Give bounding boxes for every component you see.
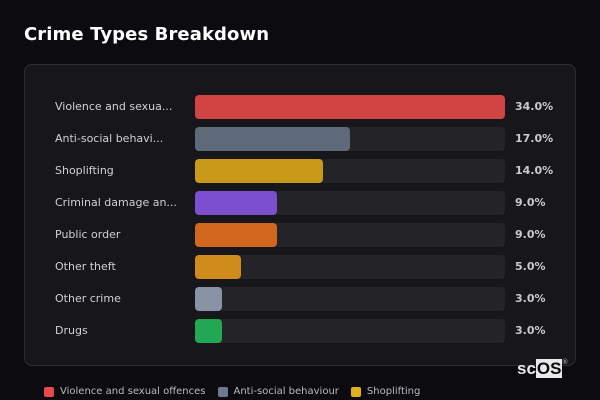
category-label: Drugs <box>55 324 88 337</box>
bar-track <box>195 159 505 183</box>
logo-boxed: OS <box>535 359 563 378</box>
legend-swatch-icon <box>44 386 54 397</box>
value-label: 17.0% <box>515 132 554 145</box>
chart-legend: Violence and sexual offences Anti-social … <box>44 386 420 397</box>
bar-row[interactable]: Criminal damage an... 9.0% <box>25 191 575 223</box>
bar-fill[interactable] <box>195 191 278 215</box>
category-label: Other theft <box>55 260 116 273</box>
legend-swatch-icon <box>350 386 361 397</box>
category-label: Other crime <box>55 292 121 305</box>
category-label: Anti-social behavi... <box>55 132 164 145</box>
category-label: Public order <box>55 228 121 241</box>
legend-item[interactable]: Violence and sexual offences <box>44 386 206 397</box>
registered-mark: ® <box>562 359 568 366</box>
value-label: 34.0% <box>515 100 554 113</box>
bar-row[interactable]: Shoplifting 14.0% <box>25 159 575 191</box>
bar-fill[interactable] <box>195 319 223 343</box>
value-label: 9.0% <box>515 196 546 209</box>
value-label: 3.0% <box>515 324 546 337</box>
bar-row[interactable]: Other theft 5.0% <box>25 255 575 287</box>
legend-item[interactable]: Anti-social behaviour <box>217 386 339 397</box>
legend-swatch-icon <box>217 386 228 397</box>
bar-fill[interactable] <box>195 127 350 151</box>
legend-label: Shoplifting <box>366 386 421 397</box>
bar-row[interactable]: Anti-social behavi... 17.0% <box>25 127 575 159</box>
bar-track <box>195 319 505 343</box>
bar-track <box>195 223 505 247</box>
bar-track <box>195 191 505 215</box>
bar-row[interactable]: Public order 9.0% <box>25 223 575 255</box>
bar-fill[interactable] <box>195 223 278 247</box>
legend-label: Anti-social behaviour <box>233 386 339 397</box>
logo-prefix: sc <box>517 359 536 378</box>
category-label: Criminal damage an... <box>55 196 177 209</box>
bar-fill[interactable] <box>195 287 223 311</box>
bar-track <box>195 95 505 119</box>
legend-label: Violence and sexual offences <box>60 386 206 397</box>
bar-track <box>195 287 505 311</box>
category-label: Shoplifting <box>55 164 114 177</box>
bar-track <box>195 127 505 151</box>
value-label: 3.0% <box>515 292 546 305</box>
bar-fill[interactable] <box>195 95 505 119</box>
category-label: Violence and sexua... <box>55 100 173 113</box>
chart-panel: Violence and sexua... 34.0% Anti-social be… <box>24 64 576 366</box>
bar-row[interactable]: Drugs 3.0% <box>25 319 575 351</box>
value-label: 14.0% <box>515 164 554 177</box>
chart-title: Crime Types Breakdown <box>24 24 270 45</box>
bar-row[interactable]: Other crime 3.0% <box>25 287 575 319</box>
bar-track <box>195 255 505 279</box>
value-label: 9.0% <box>515 228 546 241</box>
bar-fill[interactable] <box>195 159 323 183</box>
bar-fill[interactable] <box>195 255 241 279</box>
value-label: 5.0% <box>515 260 546 273</box>
scos-logo: scOS® <box>517 359 568 379</box>
legend-item[interactable]: Shoplifting <box>350 386 421 397</box>
bar-row[interactable]: Violence and sexua... 34.0% <box>25 95 575 127</box>
